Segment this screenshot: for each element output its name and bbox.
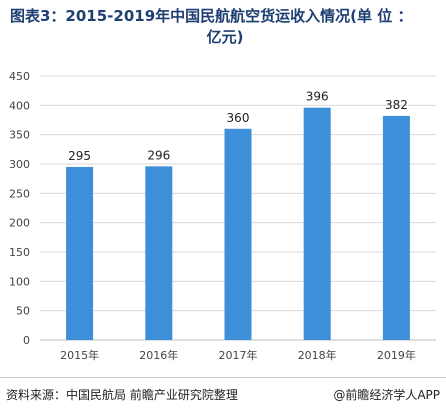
y-tick-label: 450 bbox=[9, 70, 30, 83]
source-note: 资料来源：中国民航局 前瞻产业研究院整理 bbox=[6, 388, 238, 402]
bar bbox=[145, 166, 173, 340]
y-tick-label: 300 bbox=[9, 158, 30, 171]
x-tick-label: 2017年 bbox=[219, 348, 258, 362]
y-tick-label: 100 bbox=[9, 275, 30, 288]
x-tick-label: 2018年 bbox=[298, 348, 337, 362]
x-tick-label: 2019年 bbox=[377, 348, 416, 362]
x-tick-label: 2016年 bbox=[139, 348, 178, 362]
y-tick-label: 400 bbox=[9, 99, 30, 112]
data-label: 296 bbox=[147, 148, 170, 162]
bar bbox=[66, 166, 94, 340]
y-tick-label: 350 bbox=[9, 129, 30, 142]
y-tick-label: 0 bbox=[23, 334, 30, 347]
brand-credit: @前瞻经济学人APP bbox=[333, 388, 440, 402]
bar bbox=[303, 107, 331, 341]
chart-title-line-1: 图表3：2015-2019年中国民航航空货运收入情况(单 位 ： bbox=[10, 7, 413, 25]
y-tick-label: 50 bbox=[16, 305, 30, 318]
data-label: 382 bbox=[385, 98, 408, 112]
footer-divider bbox=[0, 377, 446, 378]
y-tick-label: 150 bbox=[9, 246, 30, 259]
chart-title: 图表3：2015-2019年中国民航航空货运收入情况(单 位 ： 亿元) bbox=[10, 6, 440, 48]
x-tick-label: 2015年 bbox=[60, 348, 99, 362]
data-label: 396 bbox=[306, 90, 329, 104]
data-label: 360 bbox=[227, 111, 250, 125]
chart-title-line-2: 亿元) bbox=[206, 28, 244, 46]
bar bbox=[224, 128, 252, 340]
y-tick-label: 200 bbox=[9, 217, 30, 230]
data-label: 295 bbox=[68, 149, 91, 163]
y-tick-label: 250 bbox=[9, 187, 30, 200]
bar bbox=[382, 115, 410, 340]
